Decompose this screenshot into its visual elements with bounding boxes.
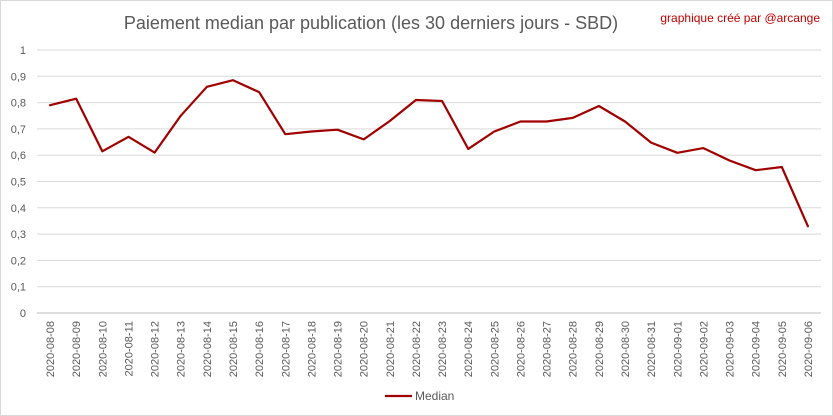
- x-tick-label: 2020-08-20: [359, 321, 371, 377]
- x-tick-label: 2020-08-28: [568, 321, 580, 377]
- chart-credit: graphique créé par @arcange: [660, 11, 820, 25]
- x-tick-label: 2020-08-16: [254, 321, 266, 377]
- legend-label: Median: [415, 389, 454, 403]
- x-tick-label: 2020-08-12: [150, 321, 162, 377]
- y-tick-label: 0,8: [11, 98, 26, 110]
- x-tick-label: 2020-08-09: [71, 321, 83, 377]
- y-tick-label: 0,9: [11, 71, 26, 83]
- x-tick-label: 2020-09-01: [672, 321, 684, 377]
- x-tick-label: 2020-09-05: [777, 321, 789, 377]
- x-tick-label: 2020-08-26: [515, 321, 527, 377]
- x-tick-label: 2020-08-21: [385, 321, 397, 377]
- x-tick-label: 2020-08-31: [646, 321, 658, 377]
- x-tick-label: 2020-08-27: [542, 321, 554, 377]
- x-tick-label: 2020-08-18: [306, 321, 318, 377]
- x-tick-label: 2020-08-22: [411, 321, 423, 377]
- y-tick-label: 0,7: [11, 124, 26, 136]
- x-tick-label: 2020-08-13: [176, 321, 188, 377]
- chart-title: Paiement median par publication (les 30 …: [123, 13, 619, 33]
- y-tick-label: 0: [20, 308, 26, 320]
- y-tick-label: 0,4: [11, 203, 26, 215]
- x-tick-label: 2020-09-04: [751, 321, 763, 377]
- y-tick-label: 0,2: [11, 255, 26, 267]
- x-tick-label: 2020-08-11: [123, 321, 135, 376]
- x-tick-label: 2020-08-14: [202, 321, 214, 377]
- x-tick-label: 2020-08-30: [620, 321, 632, 377]
- x-tick-label: 2020-08-25: [489, 321, 501, 377]
- y-tick-label: 1: [20, 45, 26, 57]
- x-tick-label: 2020-08-19: [333, 321, 345, 377]
- x-tick-label: 2020-09-03: [725, 321, 737, 377]
- x-tick-label: 2020-08-24: [463, 321, 475, 377]
- x-tick-label: 2020-08-10: [97, 321, 109, 377]
- x-tick-label: 2020-08-15: [228, 321, 240, 377]
- x-tick-label: 2020-09-02: [698, 321, 710, 377]
- x-tick-label: 2020-08-17: [280, 321, 292, 377]
- y-tick-label: 0,5: [11, 177, 26, 189]
- x-tick-label: 2020-08-23: [437, 321, 449, 377]
- series-line-median: [48, 79, 810, 228]
- y-tick-label: 0,1: [11, 282, 26, 294]
- x-tick-label: 2020-08-29: [594, 321, 606, 377]
- x-tick-label: 2020-08-08: [45, 321, 57, 377]
- y-tick-label: 0,3: [11, 229, 26, 241]
- x-tick-label: 2020-09-06: [803, 321, 815, 377]
- y-tick-label: 0,6: [11, 150, 26, 162]
